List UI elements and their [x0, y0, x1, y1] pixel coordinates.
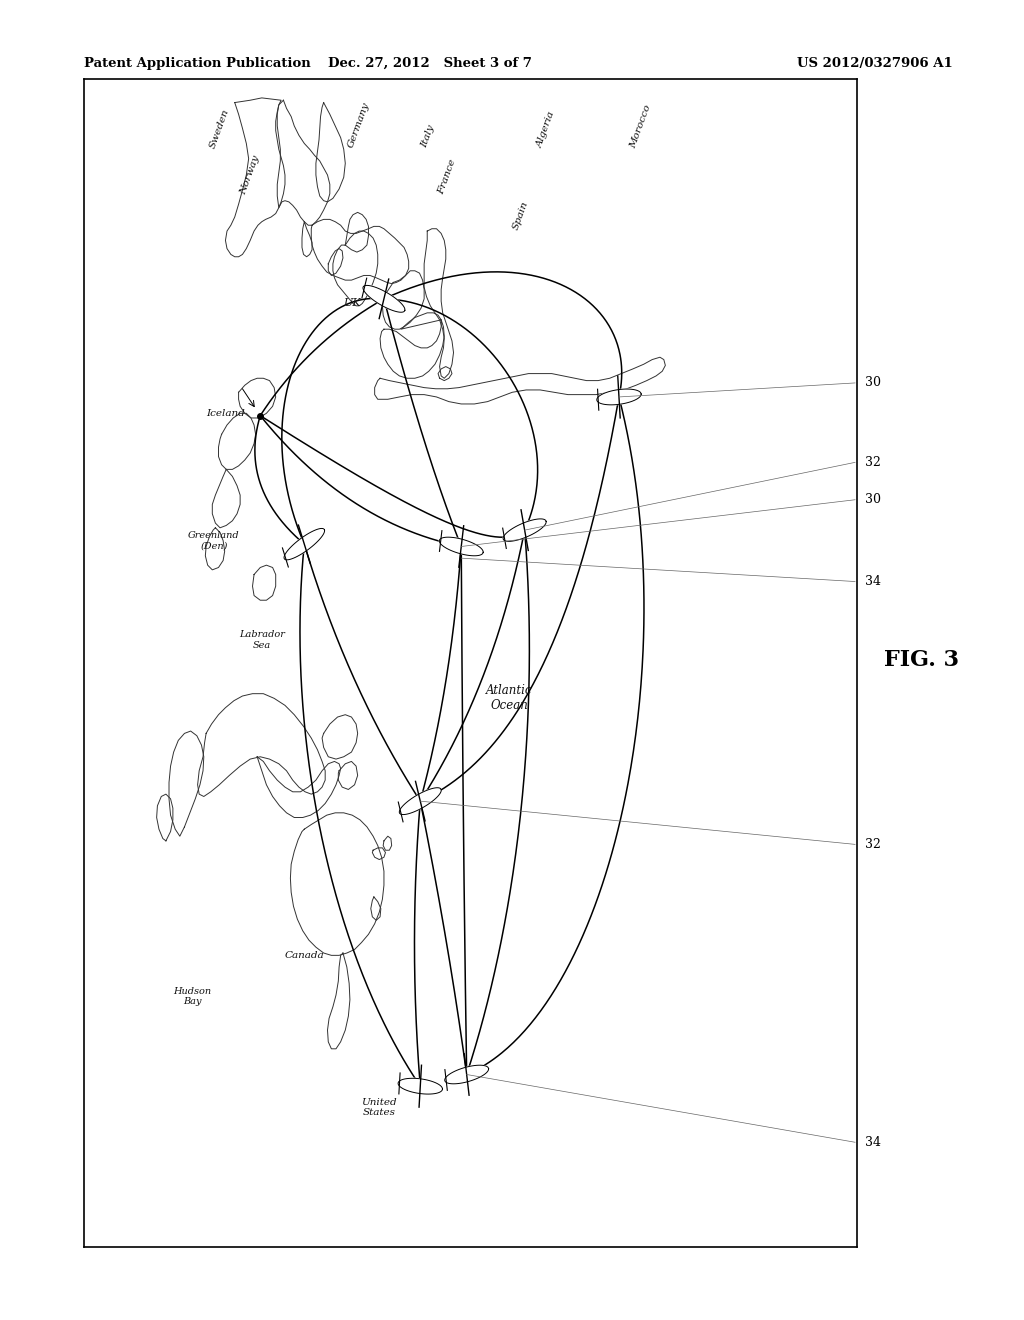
Polygon shape — [333, 231, 378, 306]
Polygon shape — [315, 103, 345, 202]
Polygon shape — [424, 228, 454, 379]
Polygon shape — [438, 367, 452, 380]
Text: Hudson
Bay: Hudson Bay — [173, 986, 211, 1006]
Polygon shape — [311, 219, 409, 284]
Text: Atlantic
Ocean: Atlantic Ocean — [486, 684, 532, 713]
Polygon shape — [503, 519, 546, 541]
Polygon shape — [444, 1065, 488, 1084]
Polygon shape — [218, 413, 256, 470]
Text: Morocco: Morocco — [629, 103, 652, 149]
Text: Norway: Norway — [239, 154, 261, 195]
Polygon shape — [257, 756, 341, 817]
Polygon shape — [157, 795, 173, 841]
Polygon shape — [198, 694, 326, 796]
Text: FIG. 3: FIG. 3 — [884, 649, 959, 671]
Polygon shape — [375, 358, 666, 404]
Polygon shape — [373, 847, 385, 859]
Polygon shape — [284, 528, 325, 560]
Polygon shape — [323, 714, 357, 759]
Text: Sweden: Sweden — [208, 107, 230, 149]
Polygon shape — [212, 470, 241, 528]
Polygon shape — [338, 762, 357, 789]
Text: 34: 34 — [865, 1135, 882, 1148]
Polygon shape — [169, 731, 204, 836]
Polygon shape — [239, 379, 275, 418]
Polygon shape — [383, 836, 391, 850]
Polygon shape — [597, 389, 641, 405]
Polygon shape — [439, 537, 483, 556]
Polygon shape — [362, 285, 404, 313]
Text: 30: 30 — [865, 494, 882, 507]
Text: United
States: United States — [361, 1097, 397, 1117]
Text: 30: 30 — [865, 376, 882, 389]
Polygon shape — [225, 98, 285, 257]
Text: 34: 34 — [865, 576, 882, 587]
Polygon shape — [399, 788, 441, 814]
Text: 32: 32 — [865, 455, 882, 469]
Text: Patent Application Publication: Patent Application Publication — [84, 57, 310, 70]
Polygon shape — [329, 248, 343, 276]
Polygon shape — [278, 100, 330, 226]
Polygon shape — [302, 222, 312, 257]
Polygon shape — [382, 271, 424, 329]
Text: Germany: Germany — [346, 102, 371, 149]
Polygon shape — [291, 813, 384, 956]
Text: Algeria: Algeria — [536, 111, 557, 149]
Polygon shape — [398, 1078, 442, 1094]
Polygon shape — [253, 565, 275, 601]
Polygon shape — [328, 953, 350, 1049]
Text: Canada: Canada — [285, 950, 325, 960]
Text: France: France — [437, 158, 458, 195]
Text: Iceland: Iceland — [206, 409, 245, 418]
Text: UK: UK — [344, 298, 361, 309]
Polygon shape — [345, 213, 369, 252]
Polygon shape — [206, 528, 224, 570]
Polygon shape — [371, 898, 381, 920]
Text: Labrador
Sea: Labrador Sea — [239, 630, 285, 649]
Text: Italy: Italy — [420, 124, 436, 149]
Text: 32: 32 — [865, 838, 882, 851]
Text: US 2012/0327906 A1: US 2012/0327906 A1 — [797, 57, 952, 70]
Polygon shape — [380, 313, 444, 379]
Text: Greenland
(Den): Greenland (Den) — [188, 531, 240, 550]
Text: Spain: Spain — [511, 199, 530, 231]
Text: Dec. 27, 2012   Sheet 3 of 7: Dec. 27, 2012 Sheet 3 of 7 — [328, 57, 532, 70]
